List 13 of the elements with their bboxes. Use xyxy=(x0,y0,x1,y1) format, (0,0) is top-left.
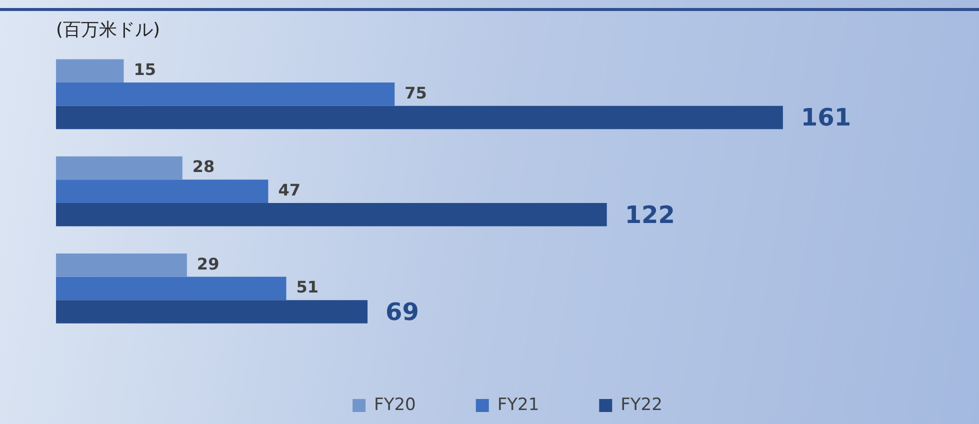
data-label: 15 xyxy=(134,60,156,80)
data-label: 69 xyxy=(386,298,419,326)
legend-label: FY20 xyxy=(374,394,416,415)
data-label: 29 xyxy=(196,254,220,274)
legend-label: FY22 xyxy=(620,394,662,415)
data-label: 161 xyxy=(800,104,852,132)
data-label: 47 xyxy=(278,180,300,200)
legend-label: FY21 xyxy=(497,394,540,415)
data-label: 51 xyxy=(296,278,319,297)
data-label: 122 xyxy=(624,200,675,229)
data-label: 28 xyxy=(192,157,215,176)
data-label: 75 xyxy=(404,83,427,102)
chart-subtitle: (百万米ドル) xyxy=(56,19,160,40)
